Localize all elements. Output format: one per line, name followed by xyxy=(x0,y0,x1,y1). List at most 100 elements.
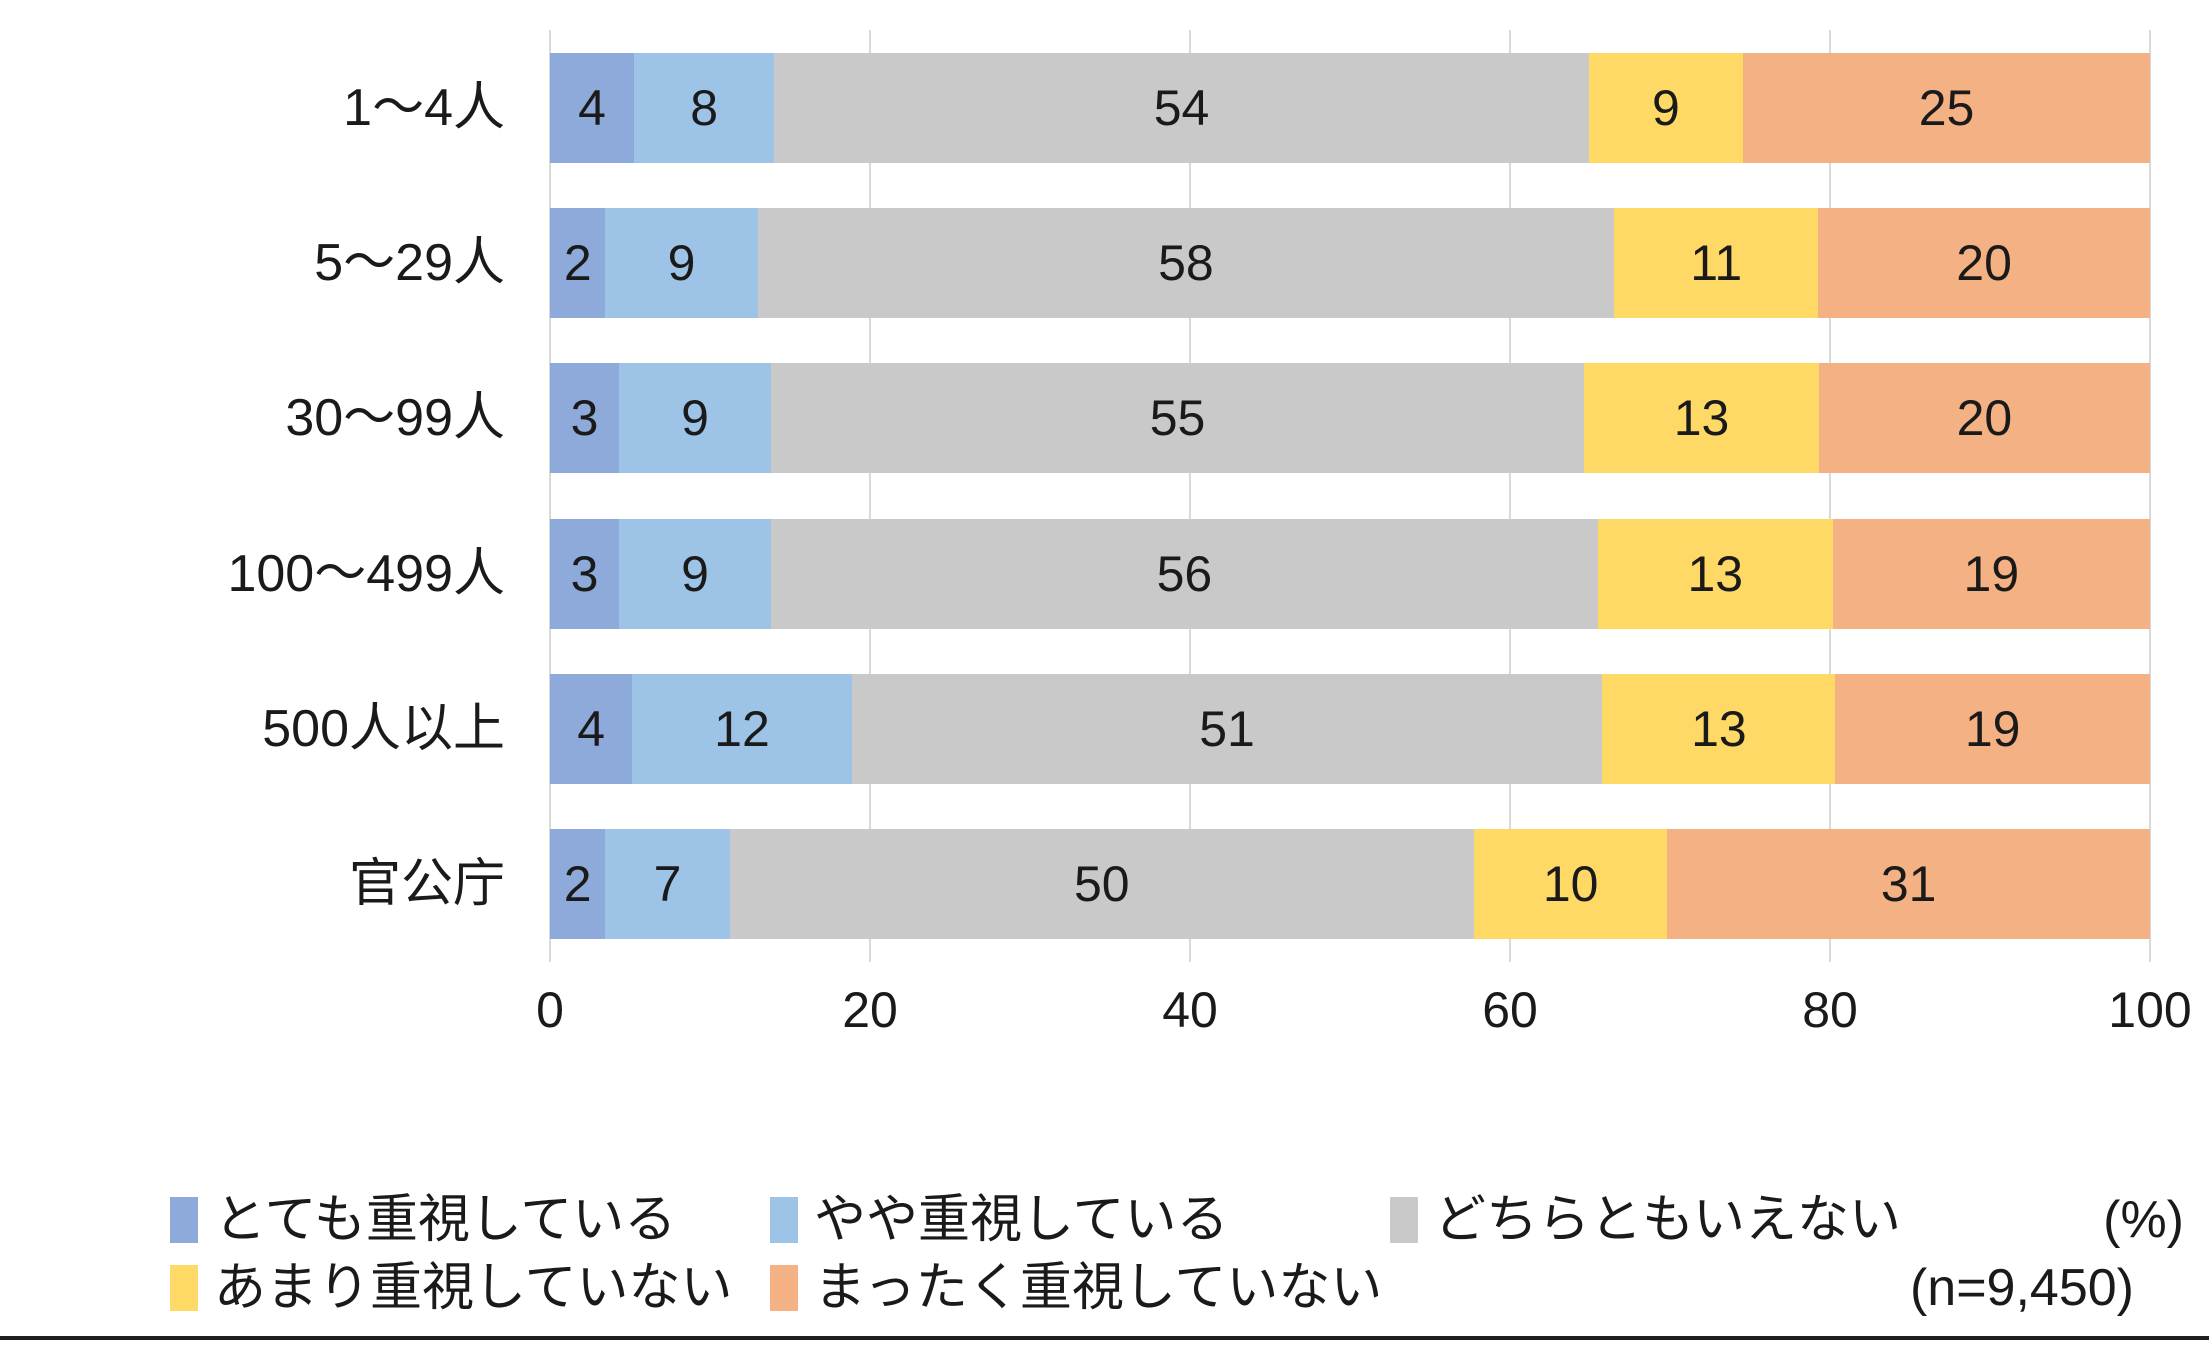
category-label: 官公庁 xyxy=(348,855,505,914)
segment-value-label: 31 xyxy=(1880,856,1937,913)
bar-segment-series-2: 58 xyxy=(757,207,1615,318)
bar-segment-series-3: 11 xyxy=(1614,207,1819,318)
bar-row: 30〜99人 3 9 55 13 20 xyxy=(0,341,2150,496)
x-tick-label: 100 xyxy=(2108,982,2192,1038)
bar-segment-series-3: 13 xyxy=(1584,363,1819,474)
bar-segment-series-2: 54 xyxy=(774,52,1589,163)
segment-value-label: 3 xyxy=(570,545,599,602)
bar-segment-series-1: 8 xyxy=(634,52,775,163)
bar-segment-series-3: 13 xyxy=(1597,518,1833,629)
segment-value-label: 56 xyxy=(1156,545,1213,602)
bar-rows-layer: 1〜4人 4 8 54 9 25 5〜29人 2 9 58 11 20 30〜99人 3 9 55 13 20 10… xyxy=(0,30,2151,962)
bar-row: 100〜499人 3 9 56 13 19 xyxy=(0,496,2150,651)
segment-value-label: 12 xyxy=(714,700,770,757)
bar-track: 3 9 56 13 19 xyxy=(550,518,2150,629)
segment-value-label: 50 xyxy=(1073,856,1130,913)
segment-value-label: 9 xyxy=(681,545,709,602)
segment-value-label: 2 xyxy=(563,856,592,913)
x-tick-label: 60 xyxy=(1482,982,1538,1038)
segment-value-label: 20 xyxy=(1956,234,2012,291)
segment-value-label: 3 xyxy=(570,390,599,447)
sample-size-label: (n=9,450) xyxy=(1909,1259,2134,1317)
legend-swatch-icon xyxy=(770,1197,798,1243)
bar-segment-series-4: 19 xyxy=(1832,518,2150,629)
bar-row: 500人以上 4 12 51 13 19 xyxy=(0,651,2150,806)
bar-segment-series-4: 20 xyxy=(1818,207,2151,318)
segment-value-label: 19 xyxy=(1963,545,2020,602)
gridline xyxy=(1509,30,1511,962)
bar-row: 5〜29人 2 9 58 11 20 xyxy=(0,185,2151,340)
legend-swatch-icon xyxy=(170,1265,198,1311)
bar-row: 1〜4人 4 8 54 9 25 xyxy=(0,30,2151,185)
gridlines-layer xyxy=(549,30,2151,962)
segment-value-label: 10 xyxy=(1542,856,1599,913)
legend-item-series-0: とても重視している xyxy=(170,1190,676,1250)
bar-track: 3 9 55 13 20 xyxy=(550,363,2150,474)
category-label: 500人以上 xyxy=(262,699,505,758)
legend-swatch-icon xyxy=(770,1265,798,1311)
x-tick-label: 40 xyxy=(1162,982,1218,1038)
bar-segment-series-0: 3 xyxy=(550,518,620,629)
category-label: 5〜29人 xyxy=(314,233,505,292)
bar-segment-series-0: 2 xyxy=(550,829,606,940)
bar-segment-series-2: 50 xyxy=(729,829,1474,940)
segment-value-label: 58 xyxy=(1158,234,1214,291)
bar-track: 2 7 50 10 31 xyxy=(550,829,2150,940)
segment-value-label: 4 xyxy=(578,79,606,136)
bar-segment-series-2: 56 xyxy=(770,518,1598,629)
bar-segment-series-3: 9 xyxy=(1588,52,1744,163)
segment-value-label: 19 xyxy=(1964,700,2021,757)
bar-segment-series-4: 19 xyxy=(1835,673,2150,784)
legend-item-series-4: まったく重視していない xyxy=(770,1258,1382,1318)
x-tick-label: 80 xyxy=(1802,982,1858,1038)
bar-segment-series-1: 12 xyxy=(632,673,852,784)
segment-value-label: 13 xyxy=(1673,390,1730,447)
legend-item-series-2: どちらともいえない xyxy=(1390,1190,1901,1250)
bar-segment-series-1: 9 xyxy=(619,363,771,474)
legend-label: どちらともいえない xyxy=(1434,1191,1901,1249)
legend-swatch-icon xyxy=(170,1197,198,1243)
segment-value-label: 7 xyxy=(653,856,682,913)
legend-item-series-3: あまり重視していない xyxy=(170,1258,732,1318)
segment-value-label: 9 xyxy=(681,390,709,447)
segment-value-label: 8 xyxy=(690,79,719,136)
segment-value-label: 55 xyxy=(1149,390,1206,447)
segment-value-label: 4 xyxy=(577,700,606,757)
legend-swatch-icon xyxy=(1390,1197,1418,1243)
bar-segment-series-0: 3 xyxy=(550,363,620,474)
category-label: 30〜99人 xyxy=(285,389,505,448)
x-axis: 0 20 40 60 80 100 xyxy=(536,982,2192,1045)
bar-segment-series-3: 13 xyxy=(1602,673,1836,784)
bar-segment-series-3: 10 xyxy=(1473,829,1668,940)
segment-value-label: 11 xyxy=(1690,234,1743,291)
segment-value-label: 54 xyxy=(1153,79,1210,136)
bar-segment-series-1: 9 xyxy=(619,518,771,629)
bar-track: 4 12 51 13 19 xyxy=(550,673,2150,784)
legend-label: あまり重視していない xyxy=(214,1259,733,1317)
legend-label: とても重視している xyxy=(214,1191,677,1249)
bar-segment-series-4: 31 xyxy=(1667,829,2150,940)
bar-segment-series-2: 51 xyxy=(851,673,1603,784)
segment-value-label: 20 xyxy=(1956,390,2013,447)
gridline xyxy=(549,30,551,962)
bar-segment-series-0: 2 xyxy=(550,207,606,318)
bar-track: 2 9 58 11 20 xyxy=(550,207,2151,318)
segment-value-label: 2 xyxy=(563,234,592,291)
segment-value-label: 25 xyxy=(1918,79,1975,136)
segment-value-label: 9 xyxy=(667,234,696,291)
gridline xyxy=(869,30,871,962)
bar-segment-series-4: 20 xyxy=(1818,363,2150,474)
segment-value-label: 51 xyxy=(1199,700,1255,757)
bar-segment-series-4: 25 xyxy=(1743,52,2151,163)
segment-value-label: 13 xyxy=(1687,545,1744,602)
segment-value-label: 9 xyxy=(1652,79,1680,136)
bar-row: 官公庁 2 7 50 10 31 xyxy=(0,807,2150,962)
category-label: 100〜499人 xyxy=(227,544,505,603)
gridline xyxy=(2149,30,2151,962)
bar-segment-series-1: 9 xyxy=(605,207,758,318)
category-label: 1〜4人 xyxy=(343,78,505,137)
gridline xyxy=(1829,30,1831,962)
legend-label: やや重視している xyxy=(814,1191,1229,1249)
bottom-border-line xyxy=(0,1336,2209,1340)
